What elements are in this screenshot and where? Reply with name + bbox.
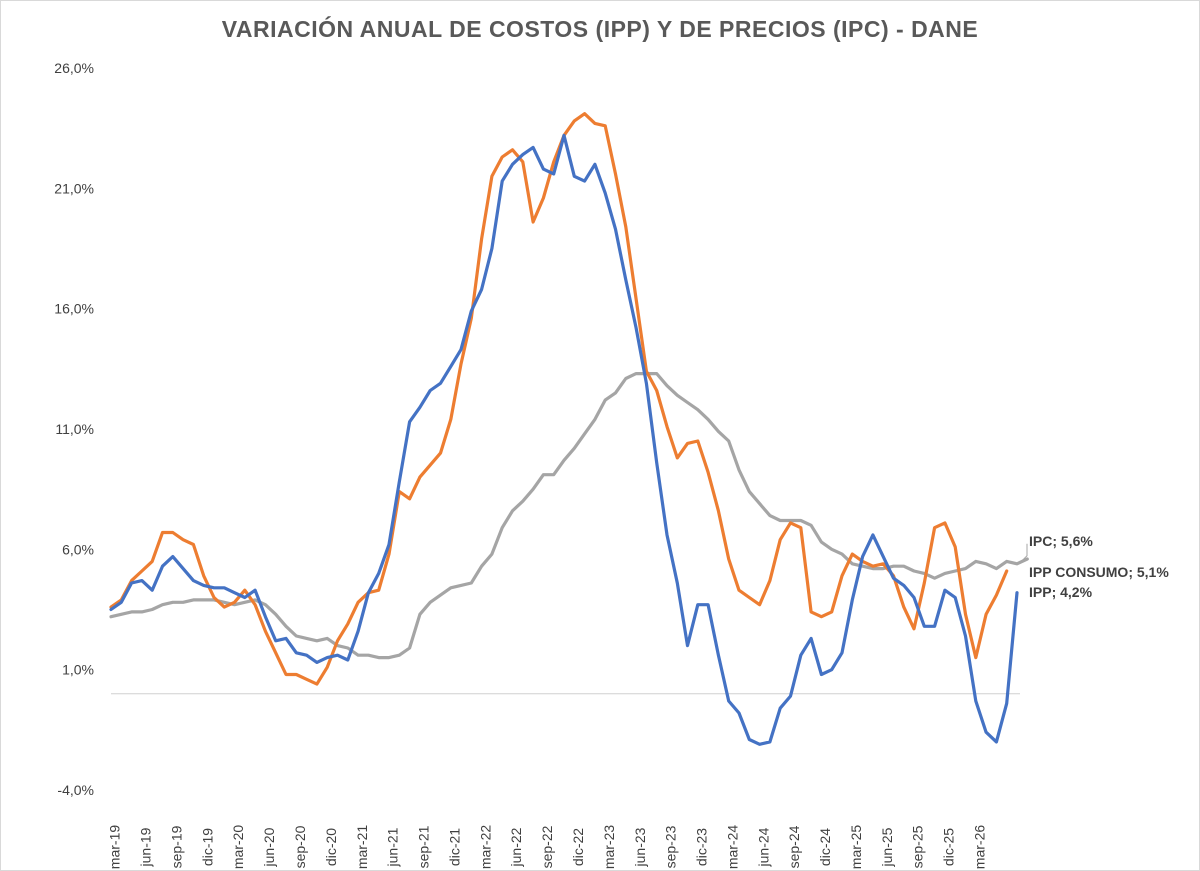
x-tick-label: jun-20	[261, 827, 277, 867]
x-tick-label: jun-23	[632, 827, 648, 867]
x-tick-label: dic-20	[323, 828, 339, 866]
x-tick-label: jun-25	[879, 827, 895, 867]
x-tick-label: sep-23	[663, 825, 679, 868]
x-tick-label: mar-20	[230, 825, 246, 870]
y-tick-label: 21,0%	[54, 180, 94, 196]
y-tick-label: 6,0%	[62, 541, 94, 557]
ipc-leader-line	[1018, 543, 1028, 565]
x-tick-label: jun-22	[508, 827, 524, 867]
x-tick-label: sep-22	[539, 825, 555, 868]
x-tick-label: dic-23	[694, 828, 710, 866]
y-axis: -4,0% 1,0% 6,0% 11,0% 16,0% 21,0% 26,0%	[54, 60, 94, 798]
series-line-ipc	[109, 372, 1029, 660]
x-tick-label: mar-23	[601, 825, 617, 870]
x-tick-label: jun-19	[138, 827, 154, 867]
x-tick-label: sep-19	[168, 825, 184, 868]
x-tick-label: mar-26	[972, 825, 988, 870]
x-tick-label: sep-20	[292, 825, 308, 868]
end-labels: IPC; 5,6% IPP CONSUMO; 5,1% IPP; 4,2%	[1018, 533, 1169, 600]
x-tick-label: mar-22	[477, 825, 493, 870]
x-tick-label: dic-21	[446, 828, 462, 866]
y-tick-label: 26,0%	[54, 60, 94, 76]
ipp-end-label: IPP; 4,2%	[1029, 584, 1093, 600]
x-tick-label: mar-25	[848, 825, 864, 870]
y-tick-label: -4,0%	[57, 782, 94, 798]
x-tick-label: dic-22	[570, 828, 586, 866]
ipp-consumo-end-label: IPP CONSUMO; 5,1%	[1029, 564, 1169, 580]
x-axis: mar-19 jun-19 sep-19 dic-19 mar-20 jun-20 sep-…	[107, 825, 988, 870]
y-tick-label: 16,0%	[54, 301, 94, 317]
chart-title: VARIACIÓN ANUAL DE COSTOS (IPP) Y DE PRE…	[221, 16, 979, 42]
x-tick-label: dic-24	[817, 828, 833, 866]
x-tick-label: sep-24	[786, 825, 802, 868]
x-tick-label: jun-24	[755, 827, 771, 867]
series-group	[109, 112, 1029, 746]
series-line-ipp	[109, 133, 1019, 746]
ipc-end-label: IPC; 5,6%	[1029, 533, 1093, 549]
x-tick-label: dic-19	[199, 828, 215, 866]
x-tick-label: jun-21	[385, 827, 401, 867]
y-tick-label: 11,0%	[55, 421, 94, 437]
x-tick-label: mar-21	[354, 825, 370, 870]
y-tick-label: 1,0%	[62, 662, 94, 678]
x-tick-label: mar-24	[724, 825, 740, 870]
x-tick-label: mar-19	[107, 825, 123, 870]
x-tick-label: dic-25	[941, 828, 957, 866]
x-tick-label: sep-25	[910, 825, 926, 868]
x-tick-label: sep-21	[416, 825, 432, 868]
